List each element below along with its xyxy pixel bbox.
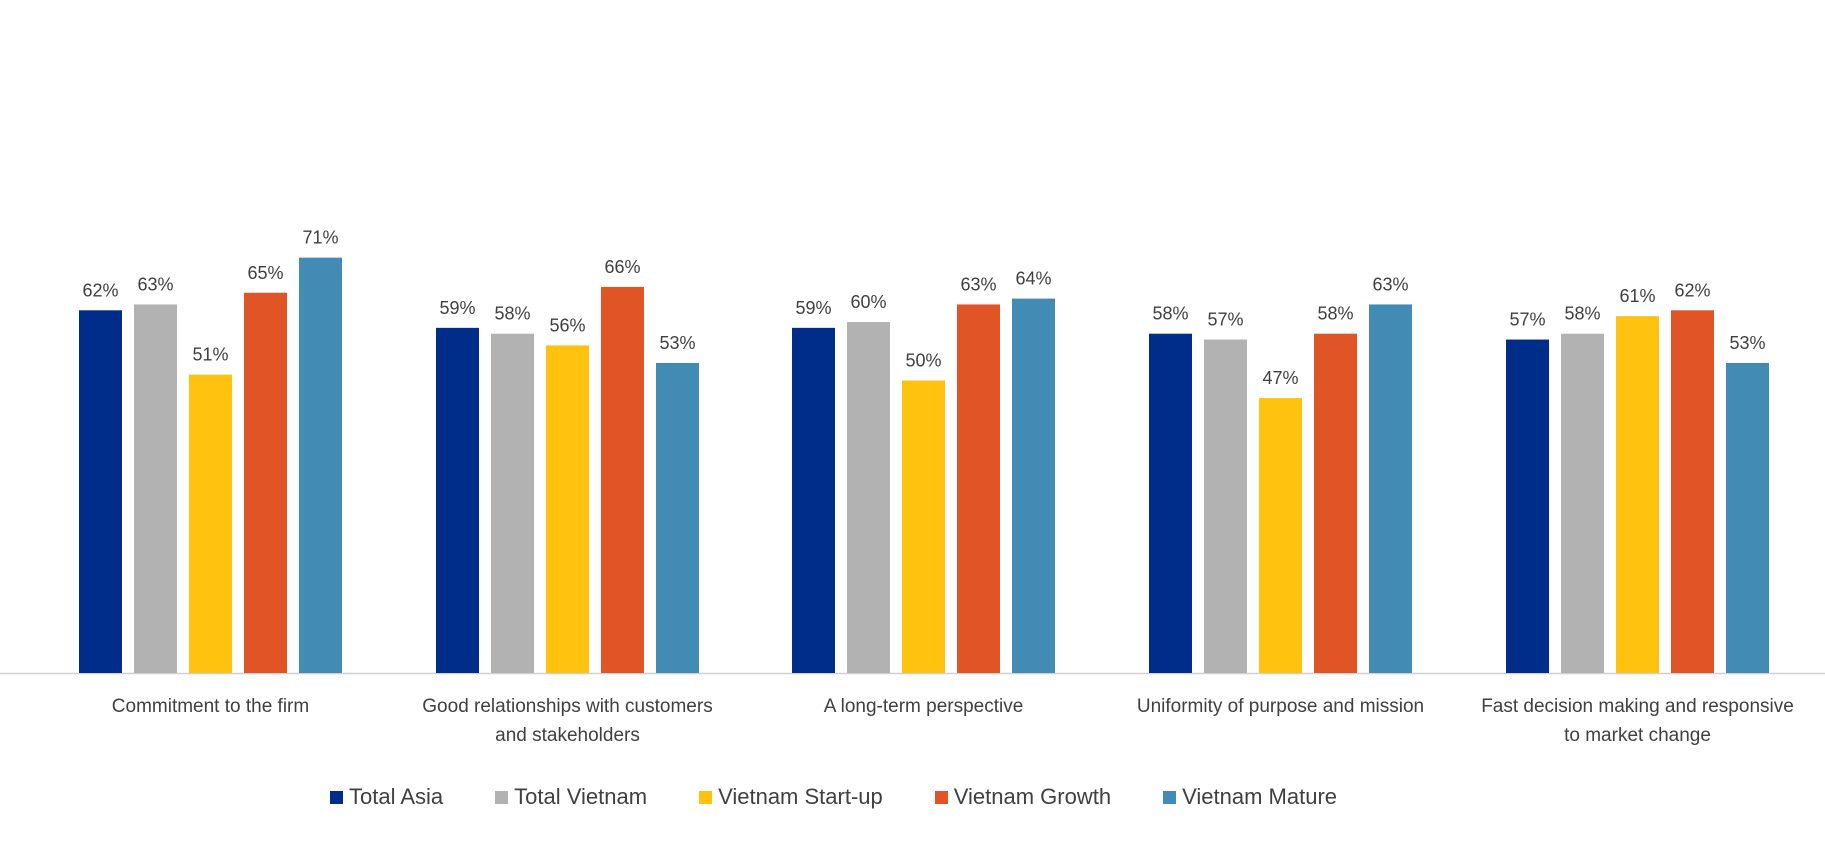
data-label: 59% <box>795 298 831 318</box>
bar <box>601 286 644 673</box>
legend-swatch <box>495 790 509 804</box>
category-label: A long-term perspective <box>824 696 1024 717</box>
bar <box>1149 333 1192 673</box>
data-label: 53% <box>1729 333 1765 353</box>
data-label: 57% <box>1509 310 1545 330</box>
legend-label: Vietnam Mature <box>1182 784 1338 809</box>
category-label: to market change <box>1564 725 1711 746</box>
data-label: 56% <box>549 315 585 335</box>
data-label: 66% <box>604 257 640 277</box>
bar <box>792 327 835 673</box>
category-label: Commitment to the firm <box>112 696 309 717</box>
bar <box>957 304 1000 673</box>
legend-item: Total Vietnam <box>495 784 647 810</box>
data-label: 65% <box>247 263 283 283</box>
category-label: Uniformity of purpose and mission <box>1137 696 1424 717</box>
bar <box>79 310 122 673</box>
data-label: 63% <box>960 274 996 294</box>
bar <box>244 292 287 673</box>
bar <box>1314 333 1357 673</box>
bar <box>1259 398 1302 673</box>
bar <box>491 333 534 673</box>
bar <box>1561 333 1604 673</box>
legend-label: Vietnam Start-up <box>718 784 883 809</box>
value-labels-group: 62% 63% 51% 65% 71% 59% 58% 56% 66% 53% 59% 60% 50% 6… <box>82 228 1765 388</box>
category-label: Good relationships with customers <box>422 696 712 717</box>
bar <box>656 362 699 673</box>
legend-swatch <box>1163 790 1177 804</box>
data-label: 59% <box>439 298 475 318</box>
data-label: 62% <box>82 280 118 300</box>
legend-swatch <box>934 790 948 804</box>
bar <box>847 322 890 673</box>
bar <box>299 257 342 673</box>
legend-item: Total Asia <box>330 784 443 810</box>
data-label: 71% <box>302 228 338 248</box>
data-label: 64% <box>1015 269 1051 289</box>
legend-swatch <box>330 790 343 804</box>
legend-item: Vietnam Growth <box>934 784 1112 810</box>
data-label: 63% <box>1372 274 1408 294</box>
bar <box>134 304 177 673</box>
bar <box>1369 304 1412 673</box>
bar <box>546 345 589 673</box>
category-labels-group: Commitment to the firm Good relationships… <box>112 696 1794 746</box>
data-label: 60% <box>850 292 886 312</box>
data-label: 62% <box>1674 280 1710 300</box>
legend-item: Vietnam Mature <box>1163 784 1337 810</box>
data-label: 58% <box>1564 304 1600 324</box>
legend-label: Vietnam Growth <box>953 784 1112 809</box>
legend-label: Total Asia <box>349 784 444 809</box>
data-label: 58% <box>1152 304 1188 324</box>
data-label: 47% <box>1262 368 1298 388</box>
bar <box>902 380 945 673</box>
data-label: 58% <box>1317 304 1353 324</box>
data-label: 58% <box>494 304 530 324</box>
data-label: 57% <box>1207 310 1243 330</box>
bar <box>189 374 232 673</box>
bar <box>1012 298 1055 673</box>
legend-label: Total Vietnam <box>514 784 648 809</box>
legend-swatch <box>699 790 713 804</box>
bar <box>1726 362 1769 673</box>
bar-chart: 62% 63% 51% 65% 71% 59% 58% 56% 66% 53% 59% 60% 50% 6… <box>0 228 1825 746</box>
data-label: 63% <box>137 274 173 294</box>
chart-legend: Total Asia Total Vietnam Vietnam Start-up V… <box>330 784 1389 810</box>
data-label: 51% <box>192 345 228 365</box>
category-label: and stakeholders <box>495 725 640 746</box>
bar <box>1671 310 1714 673</box>
bar <box>1204 339 1247 673</box>
bar <box>436 327 479 673</box>
legend-item: Vietnam Start-up <box>699 784 883 810</box>
category-label: Fast decision making and responsive <box>1481 696 1794 717</box>
bars-group <box>79 257 1769 673</box>
data-label: 53% <box>659 333 695 353</box>
bar <box>1506 339 1549 673</box>
data-label: 50% <box>905 351 941 371</box>
data-label: 61% <box>1619 286 1655 306</box>
bar <box>1616 316 1659 673</box>
